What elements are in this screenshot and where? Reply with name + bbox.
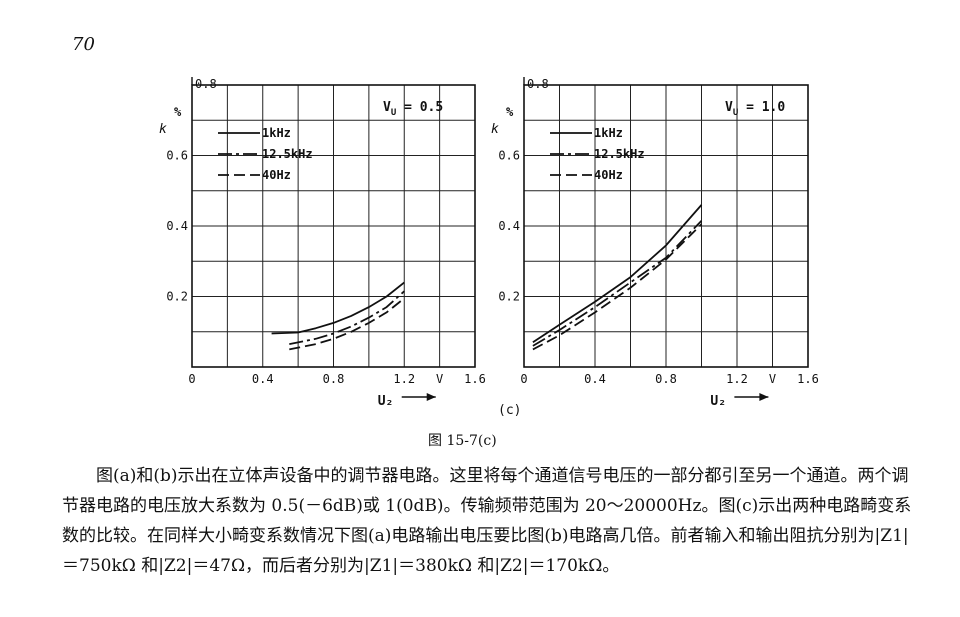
y-axis-symbol: k: [159, 122, 167, 137]
distortion-chart-right: 0.8 0.6 0.4 0.2 k% 0 0.4 0.8 1.2 1.6 V U₂ VU = 1.0 1k…: [491, 77, 819, 409]
x-tick-label: 0.4: [584, 372, 606, 386]
plot-frame: [523, 84, 809, 368]
legend-label: 1kHz: [262, 126, 291, 140]
y-tick-label: 0.4: [498, 219, 520, 233]
legend-label: 1kHz: [594, 126, 623, 140]
x-axis-arrow-head: [426, 393, 436, 401]
x-tick-label: 1.6: [464, 372, 486, 386]
y-axis-unit: %: [506, 105, 514, 119]
series-line: [532, 220, 703, 347]
x-tick-label: 0: [188, 372, 195, 386]
legend-label: 12.5kHz: [594, 147, 645, 161]
x-axis-symbol: U₂: [378, 394, 394, 409]
legend-label: 40Hz: [262, 168, 291, 182]
legend-label: 40Hz: [594, 168, 623, 182]
chart-annotation: VU = 0.5: [383, 100, 443, 118]
x-axis-arrow-head: [759, 393, 769, 401]
y-tick-label: 0.8: [195, 77, 217, 91]
x-axis-symbol: U₂: [710, 394, 726, 409]
x-tick-label: 0.8: [655, 372, 677, 386]
body-text: 图(a)和(b)示出在立体声设备中的调节器电路。这里将每个通道信号电压的一部分都…: [62, 461, 922, 581]
x-unit-label: V: [769, 372, 776, 386]
x-tick-label: 1.2: [393, 372, 415, 386]
series-line: [289, 290, 405, 345]
plot-frame: [191, 84, 476, 368]
x-tick-label: 1.6: [797, 372, 819, 386]
y-axis-unit: %: [174, 105, 182, 119]
series-line: [532, 204, 703, 344]
series-line: [271, 281, 405, 335]
figure-sub-label: (c): [498, 403, 521, 418]
page-number: 70: [72, 34, 95, 55]
x-tick-label: 0.8: [323, 372, 345, 386]
x-tick-label: 0: [520, 372, 527, 386]
y-tick-label: 0.6: [498, 149, 520, 163]
y-tick-label: 0.2: [498, 290, 520, 304]
chart-annotation: VU = 1.0: [725, 100, 785, 118]
series-line: [289, 297, 405, 351]
y-tick-label: 0.8: [527, 77, 549, 91]
y-tick-label: 0.4: [166, 219, 188, 233]
y-tick-label: 0.2: [166, 290, 188, 304]
distortion-figure: 0.8 0.6 0.4 0.2 k% 0 0.4 0.8 1.2 1.6 V U₂ VU = 0.5 1k…: [159, 77, 819, 418]
legend-label: 12.5kHz: [262, 147, 313, 161]
x-unit-label: V: [436, 372, 443, 386]
x-tick-label: 1.2: [726, 372, 748, 386]
body-paragraph: 图(a)和(b)示出在立体声设备中的调节器电路。这里将每个通道信号电压的一部分都…: [62, 466, 912, 576]
figure-caption: 图 15-7(c): [428, 433, 497, 449]
x-tick-label: 0.4: [252, 372, 274, 386]
series-line: [532, 223, 703, 351]
y-axis-symbol: k: [491, 122, 499, 137]
y-tick-label: 0.6: [166, 149, 188, 163]
distortion-chart-left: 0.8 0.6 0.4 0.2 k% 0 0.4 0.8 1.2 1.6 V U₂ VU = 0.5 1k…: [159, 77, 486, 409]
